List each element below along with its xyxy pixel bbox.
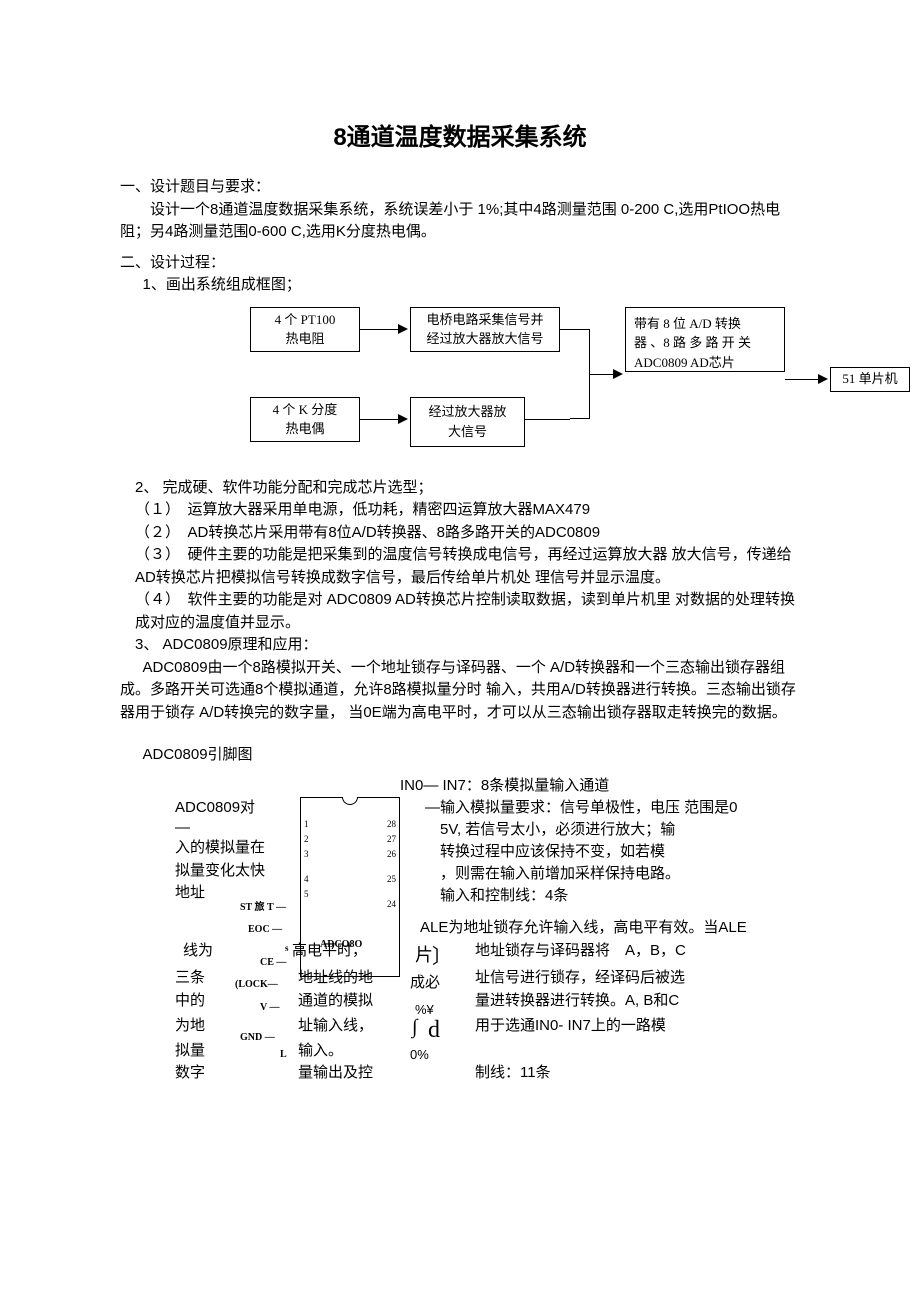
box-adc0809: 带有 8 位 A/D 转换 器 、8 路 多 路 开 关 ADC0809 AD芯… [625, 307, 785, 372]
adc-mid-6: 量输出及控 [298, 1062, 373, 1085]
page-title: 8通道温度数据采集系统 [120, 120, 800, 156]
hw-p3: ADC0809由一个8路模拟开关、一个地址锁存与译码器、一个 A/D转换器和一个… [120, 657, 800, 725]
hw-item2: 2、 完成硬、软件功能分配和完成芯片选型； [135, 477, 800, 500]
adc-r1: 输入模拟量要求：信号单极性，电压 范围是0 [440, 797, 738, 820]
pin-label-l: L [280, 1047, 287, 1062]
adc-mid-5: 输入。 [298, 1040, 343, 1063]
arrow-line [590, 374, 615, 375]
pin-sup: s [285, 942, 289, 956]
adc-col-left-4: 地址 [175, 882, 205, 905]
box-pt100: 4 个 PT100 热电阻 [250, 307, 360, 352]
adc-r9: 量进转换器进行转换。A, B和C [475, 990, 679, 1013]
adc-r2: 5V, 若信号太小，必须进行放大；输 [440, 819, 675, 842]
merge-bracket [570, 329, 590, 419]
adc-pin-title: ADC0809引脚图 [143, 744, 801, 767]
adc-col-left-2: 入的模拟量在 [175, 837, 265, 860]
glyph-chengbi: 成必 [410, 972, 440, 995]
adc-r8: 址信号进行锁存，经译码后被选 [475, 967, 685, 990]
glyph-d: d [428, 1012, 440, 1048]
arrow-head-icon [398, 414, 408, 424]
adc-pinout-region: 1 2 3 4 5 28 27 26 25 24 ADCO8O ST 旅 T —… [120, 772, 800, 1092]
hw-item3: 3、 ADC0809原理和应用： [135, 634, 800, 657]
box-amp2: 经过放大器放 大信号 [410, 397, 525, 447]
adc-mid-1: 高电平时， [292, 940, 367, 963]
arrow-head-icon [398, 324, 408, 334]
box-mcu51: 51 单片机 [830, 367, 910, 392]
bracket-glyph-icon: 〕 [432, 942, 452, 972]
section1-heading: 一、设计题目与要求： [120, 176, 800, 199]
hw-sub4: （４） 软件主要的功能是对 ADC0809 AD转换芯片控制读取数据，读到单片机… [135, 589, 800, 634]
adc-col-left-10: 数字 [175, 1062, 205, 1085]
adc-r4: ，则需在输入前增加采样保持电路。 [440, 863, 680, 886]
adc-col-left-6: 三条 [175, 967, 205, 990]
box-k-thermocouple: 4 个 K 分度 热电偶 [250, 397, 360, 442]
adc-r5: 输入和控制线：4条 [440, 885, 568, 908]
adc-mid-4: 址输入线， [298, 1015, 373, 1038]
section2-heading: 二、设计过程： [120, 252, 800, 275]
glyph-zero-pct: 0% [410, 1045, 429, 1065]
adc-mid-2: 地址线的地 [298, 967, 373, 990]
adc-col-left-9: 拟量 [175, 1040, 205, 1063]
integral-glyph-icon: ∫ [412, 1012, 417, 1042]
adc-col-left-7: 中的 [175, 990, 205, 1013]
hw-sub1: （１） 运算放大器采用单电源，低功耗，精密四运算放大器MAX479 [135, 499, 800, 522]
section1-paragraph: 设计一个8通道温度数据采集系统，系统误差小于 1%;其中4路测量范围 0-200… [120, 199, 800, 244]
adc-r6: ALE为地址锁存允许输入线，高电平有效。当ALE [420, 917, 747, 940]
box-bridge-amp: 电桥电路采集信号并 经过放大器放大信号 [410, 307, 560, 352]
hw-sub2: （２） AD转换芯片采用带有8位A/D转换器、8路多路开关的ADC0809 [135, 522, 800, 545]
section2-item1: 1、画出系统组成框图； [143, 274, 801, 297]
arrow-line [360, 329, 400, 330]
arrow-line [360, 419, 400, 420]
dash-icon: — [425, 797, 440, 820]
adc-col-left-3: 拟量变化太快 [175, 860, 265, 883]
pin-label-lock: (LOCK— [235, 977, 278, 992]
arrow-line [525, 419, 570, 420]
adc-col-left-8: 为地 [175, 1015, 205, 1038]
pin-label-ce: CE — [260, 955, 286, 970]
adc-r-top: IN0— IN7：8条模拟量输入通道 [400, 775, 609, 798]
system-block-diagram: 4 个 PT100 热电阻 电桥电路采集信号并 经过放大器放大信号 带有 8 位… [250, 307, 920, 467]
pin-label-gnd: GND — [240, 1030, 275, 1045]
pin-label-eoc: EOC — [248, 922, 282, 937]
arrow-head-icon [613, 369, 623, 379]
chip-notch-icon [342, 797, 358, 805]
hw-sub3: （３） 硬件主要的功能是把采集到的温度信号转换成电信号，再经过运算放大器 放大信… [135, 544, 800, 589]
adc-r10: 用于选通IN0- IN7上的一路模 [475, 1015, 666, 1038]
adc-r11: 制线：11条 [475, 1062, 551, 1085]
pin-label-st: ST 旅 T — [240, 900, 286, 915]
adc-r3: 转换过程中应该保持不变，如若模 [440, 841, 665, 864]
adc-r7: 地址锁存与译码器将 A，B，C [475, 940, 686, 963]
glyph-pian: 片 [415, 942, 433, 969]
pin-label-v: V — [260, 1000, 280, 1015]
arrow-line [560, 329, 570, 330]
arrow-line [785, 379, 820, 380]
arrow-head-icon [818, 374, 828, 384]
adc-col-left-5: 线为 [183, 940, 213, 963]
adc-mid-3: 通道的模拟 [298, 990, 373, 1013]
